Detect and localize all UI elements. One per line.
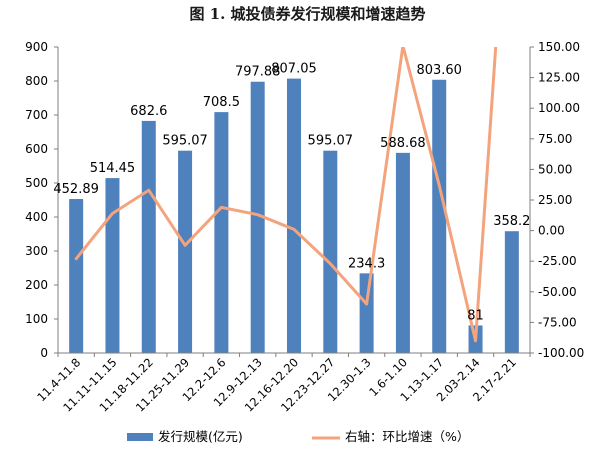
- bar-value-label: 708.5: [203, 95, 240, 110]
- data-labels: 452.89 514.45 682.6 595.07 708.5 797.88807.05…: [53, 62, 530, 324]
- bar-series: [69, 78, 519, 354]
- bar-value-label: 807.05: [271, 62, 317, 77]
- legend: 发行规模(亿元) 右轴：环比增速（%）: [127, 429, 469, 444]
- left-tick-label: 0: [40, 346, 48, 360]
- bar-value-label: 588.68: [380, 136, 426, 151]
- bar: [432, 79, 447, 353]
- bar-value-label: 803.60: [416, 63, 462, 78]
- left-tick-label: 500: [25, 176, 48, 190]
- bar-value-label: 514.45: [90, 161, 136, 176]
- bar: [214, 112, 229, 353]
- bar: [287, 78, 301, 353]
- line-series: [74, 47, 498, 343]
- legend-swatch-bar: [127, 433, 153, 441]
- bar-value-label: 595.07: [308, 134, 354, 149]
- right-tick-label: -25.00: [538, 254, 577, 268]
- chart-title: 图 1. 城投债券发行规模和增速趋势: [189, 5, 426, 23]
- right-tick-label: -100.00: [538, 346, 584, 360]
- bar: [395, 152, 410, 353]
- bar-value-label: 595.07: [162, 134, 208, 149]
- right-tick-label: 100.00: [538, 101, 580, 115]
- bar: [323, 150, 338, 353]
- right-tick-label: 150.00: [538, 40, 580, 54]
- left-tick-label: 800: [25, 74, 48, 88]
- bar-value-label: 452.89: [53, 182, 99, 197]
- left-tick-label: 400: [25, 210, 48, 224]
- bar: [178, 150, 193, 353]
- legend-label-line: 右轴：环比增速（%）: [345, 429, 469, 444]
- right-tick-label: 50.00: [538, 162, 572, 176]
- bar: [250, 81, 265, 354]
- bar: [141, 120, 156, 353]
- left-tick-label: 300: [25, 244, 48, 258]
- bar-value-label: 358.2: [493, 214, 530, 229]
- bar: [105, 178, 120, 353]
- right-tick-label: -75.00: [538, 315, 577, 329]
- bar-value-label: 234.3: [348, 256, 385, 271]
- right-tick-label: 75.00: [538, 132, 572, 146]
- right-tick-label: -50.00: [538, 285, 577, 299]
- bar-value-label: 81: [467, 308, 484, 323]
- bar-value-label: 682.6: [130, 104, 167, 119]
- right-tick-label: 125.00: [538, 71, 580, 85]
- bar: [69, 199, 84, 353]
- bar: [359, 273, 374, 353]
- left-tick-label: 100: [25, 312, 48, 326]
- left-tick-label: 700: [25, 108, 48, 122]
- right-tick-label: 0.00: [538, 224, 565, 238]
- legend-label-bar: 发行规模(亿元): [158, 429, 243, 444]
- right-tick-label: 25.00: [538, 193, 572, 207]
- left-tick-label: 600: [25, 142, 48, 156]
- bar-value-label: 797.88: [235, 65, 281, 80]
- left-tick-label: 900: [25, 40, 48, 54]
- bar: [504, 231, 519, 353]
- left-tick-label: 200: [25, 278, 48, 292]
